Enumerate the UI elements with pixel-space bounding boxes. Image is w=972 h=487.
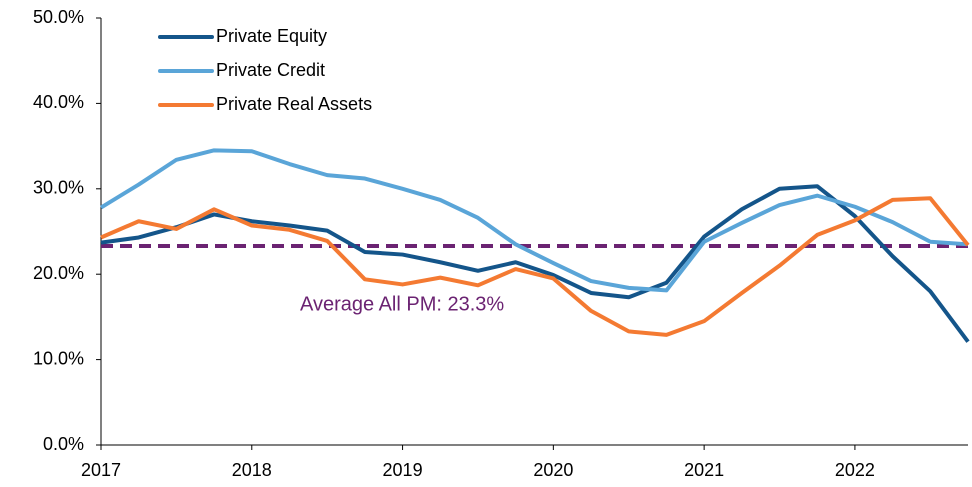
series-line	[100, 184, 970, 343]
x-tick-label: 2019	[383, 460, 423, 480]
average-label: Average All PM: 23.3%	[300, 293, 504, 315]
y-tick-label: 10.0%	[33, 348, 84, 368]
y-tick-label: 30.0%	[33, 178, 84, 198]
y-tick-label: 50.0%	[33, 7, 84, 27]
y-tick-label: 0.0%	[43, 434, 84, 454]
x-tick-label: 2017	[81, 460, 121, 480]
y-tick-label: 20.0%	[33, 263, 84, 283]
x-tick-label: 2022	[835, 460, 875, 480]
series-line	[99, 148, 969, 293]
legend-label: Private Equity	[216, 26, 327, 46]
legend-label: Private Real Assets	[216, 94, 372, 114]
y-tick-label: 40.0%	[33, 92, 84, 112]
legend-label: Private Credit	[216, 60, 325, 80]
x-tick-label: 2020	[533, 460, 573, 480]
x-tick-label: 2018	[232, 460, 272, 480]
x-tick-label: 2021	[684, 460, 724, 480]
series-line	[100, 196, 970, 337]
